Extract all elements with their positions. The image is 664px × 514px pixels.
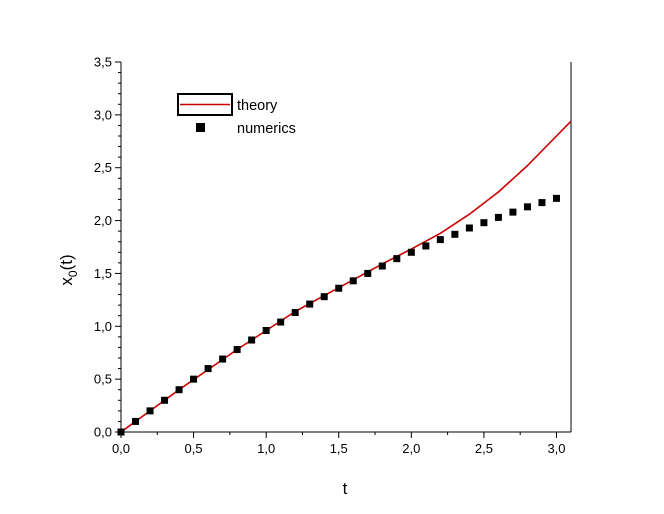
numerics-point — [219, 355, 227, 363]
numerics-point — [335, 284, 343, 292]
y-axis-title-tail: (t) — [57, 254, 76, 270]
legend-numerics-label: numerics — [237, 121, 296, 137]
numerics-point — [117, 428, 125, 436]
numerics-point — [277, 318, 285, 326]
legend-numerics-marker — [196, 123, 205, 132]
theory-series-line — [120, 120, 572, 433]
y-axis-title: x0(t) — [57, 254, 80, 285]
numerics-point — [262, 327, 270, 335]
x-tick-label: 2,0 — [402, 441, 420, 456]
y-tick-label: 0,0 — [94, 425, 112, 440]
numerics-point — [320, 293, 328, 301]
legend-theory-label: theory — [237, 98, 278, 114]
numerics-point — [407, 248, 415, 256]
numerics-point — [175, 386, 183, 394]
numerics-point — [378, 262, 386, 270]
numerics-point — [422, 242, 430, 250]
y-tick-label: 3,0 — [94, 107, 112, 122]
y-axis-title-main: x — [57, 277, 76, 286]
plot-frame — [120, 62, 572, 433]
numerics-point — [291, 309, 299, 317]
numerics-point — [190, 375, 198, 383]
numerics-point — [465, 224, 473, 232]
numerics-point — [451, 230, 459, 238]
numerics-point — [509, 208, 517, 216]
numerics-point — [393, 255, 401, 263]
numerics-point — [364, 269, 372, 277]
numerics-point — [306, 300, 314, 308]
numerics-point — [248, 336, 256, 344]
x-tick-label: 0,0 — [112, 441, 130, 456]
numerics-point — [132, 417, 140, 425]
numerics-point — [552, 194, 560, 202]
svg-text:x0(t): x0(t) — [57, 254, 80, 285]
numerics-point — [436, 236, 444, 244]
y-tick-label: 2,0 — [94, 213, 112, 228]
numerics-point — [494, 213, 502, 221]
x-axis: 0,0 0,5 1,0 1,5 2,0 2,5 3,0 — [112, 432, 566, 456]
legend: theory numerics — [177, 93, 296, 137]
numerics-point — [204, 365, 212, 373]
y-tick-label: 1,5 — [94, 266, 112, 281]
numerics-point — [523, 203, 531, 211]
y-axis-title-subscript: 0 — [66, 270, 80, 277]
numerics-point — [233, 346, 241, 354]
x-tick-label: 1,0 — [257, 441, 275, 456]
x-tick-label: 1,5 — [330, 441, 348, 456]
x-tick-label: 0,5 — [185, 441, 203, 456]
series-layer — [117, 120, 572, 436]
numerics-point — [538, 199, 546, 207]
numerics-point — [161, 396, 169, 404]
x-tick-label: 3,0 — [547, 441, 565, 456]
y-tick-label: 3,5 — [94, 55, 112, 70]
y-axis: 0,0 0,5 1,0 1,5 2,0 2,5 3,0 3,5 — [94, 55, 121, 440]
x-axis-title: t — [343, 479, 348, 498]
x-tick-label: 2,5 — [475, 441, 493, 456]
y-tick-label: 2,5 — [94, 160, 112, 175]
y-tick-label: 1,0 — [94, 319, 112, 334]
numerics-point — [349, 277, 357, 285]
numerics-point — [480, 219, 488, 227]
y-tick-label: 0,5 — [94, 372, 112, 387]
numerics-point — [146, 407, 154, 415]
